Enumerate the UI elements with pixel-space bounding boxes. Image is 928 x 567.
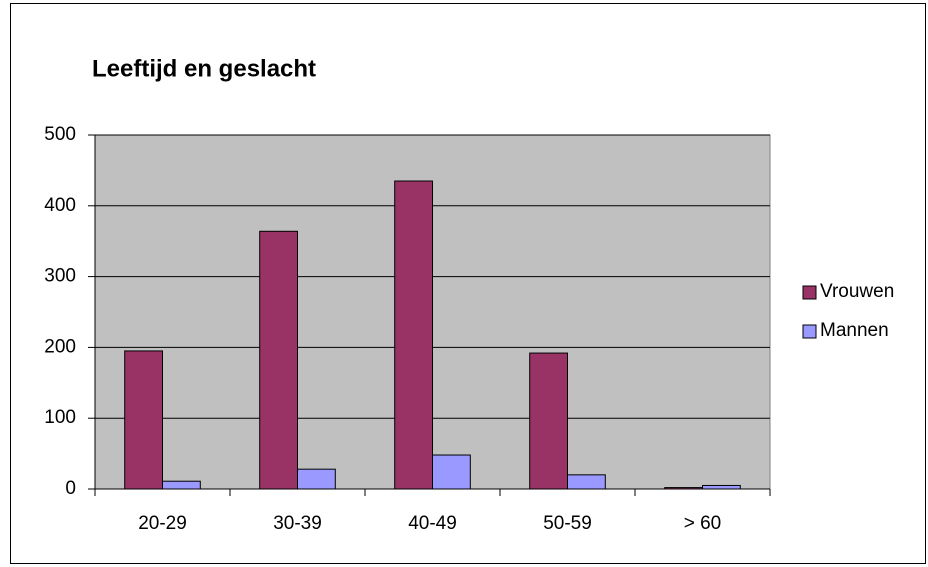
- bar: [394, 180, 434, 490]
- bar: [664, 487, 704, 490]
- y-tick-label: 400: [44, 195, 76, 216]
- bar: [702, 484, 741, 490]
- x-tick-label: 30-39: [273, 513, 322, 534]
- chart-title: Leeftijd en geslacht: [92, 55, 316, 82]
- x-tick-label: 40-49: [408, 513, 457, 534]
- bar: [529, 352, 569, 490]
- legend-label: Vrouwen: [820, 281, 894, 302]
- bar: [162, 480, 201, 490]
- y-tick-label: 300: [44, 266, 76, 287]
- x-tick-label: 50-59: [543, 513, 592, 534]
- x-tick-label: > 60: [684, 513, 722, 534]
- y-tick-label: 100: [44, 407, 76, 428]
- x-tick-label: 20-29: [138, 513, 187, 534]
- legend-label: Mannen: [820, 320, 889, 341]
- legend-swatch: [802, 324, 817, 339]
- bar: [567, 474, 606, 490]
- y-tick-label: 0: [65, 478, 76, 499]
- bar: [432, 454, 471, 490]
- bar: [297, 468, 336, 490]
- bar: [259, 230, 299, 490]
- y-tick-label: 500: [44, 124, 76, 145]
- y-tick-label: 200: [44, 336, 76, 357]
- bar: [124, 350, 163, 490]
- legend-swatch: [802, 285, 817, 300]
